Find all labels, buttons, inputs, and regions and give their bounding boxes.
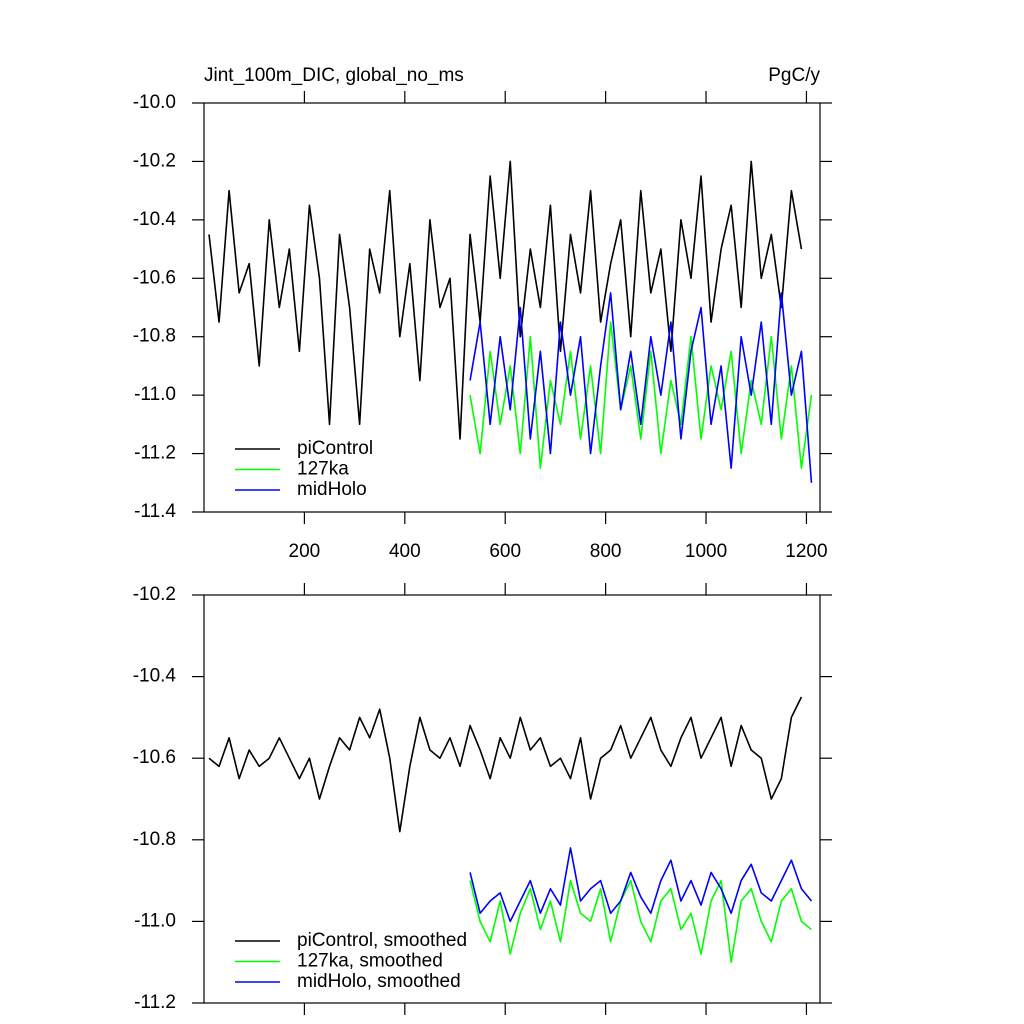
series-line [469,879,812,963]
y-tick-label: -10.4 [133,666,177,687]
series-line [208,696,803,833]
chart-title: Jint_100m_DIC, global_no_ms [204,65,464,86]
series-line [469,847,813,923]
legend-label: 127ka [297,459,349,480]
y-tick-label: -11.2 [134,992,176,1013]
y-tick-label: -10.2 [133,584,176,605]
series-line [469,292,813,483]
x-tick-label: 1200 [785,541,827,562]
y-tick-label: -10.0 [133,92,176,113]
y-tick-label: -10.6 [133,267,176,288]
legend-label: midHolo, smoothed [297,971,461,992]
units-label: PgC/y [768,65,820,86]
y-tick-label: -10.8 [133,326,176,347]
legend-label: midHolo [297,479,367,500]
y-tick-label: -11.4 [134,501,176,522]
y-tick-label: -11.2 [134,443,176,464]
legend-label: piControl [297,438,373,459]
x-tick-label: 600 [489,541,521,562]
series-line [469,321,813,469]
x-tick-label: 800 [590,541,622,562]
legend-label: piControl, smoothed [297,930,467,951]
legend-label: 127ka, smoothed [297,951,443,972]
y-tick-label: -10.8 [133,829,176,850]
x-tick-label: 400 [389,541,421,562]
plot-frame [203,594,821,1004]
y-tick-label: -11.0 [134,910,176,931]
x-tick-label: 1000 [685,541,727,562]
y-tick-label: -10.6 [133,747,176,768]
y-tick-label: -11.0 [134,384,176,405]
y-tick-label: -10.2 [133,150,176,171]
y-tick-label: -10.4 [133,209,177,230]
plot-frame [203,102,821,513]
series-line [208,160,803,440]
x-tick-label: 200 [289,541,321,562]
